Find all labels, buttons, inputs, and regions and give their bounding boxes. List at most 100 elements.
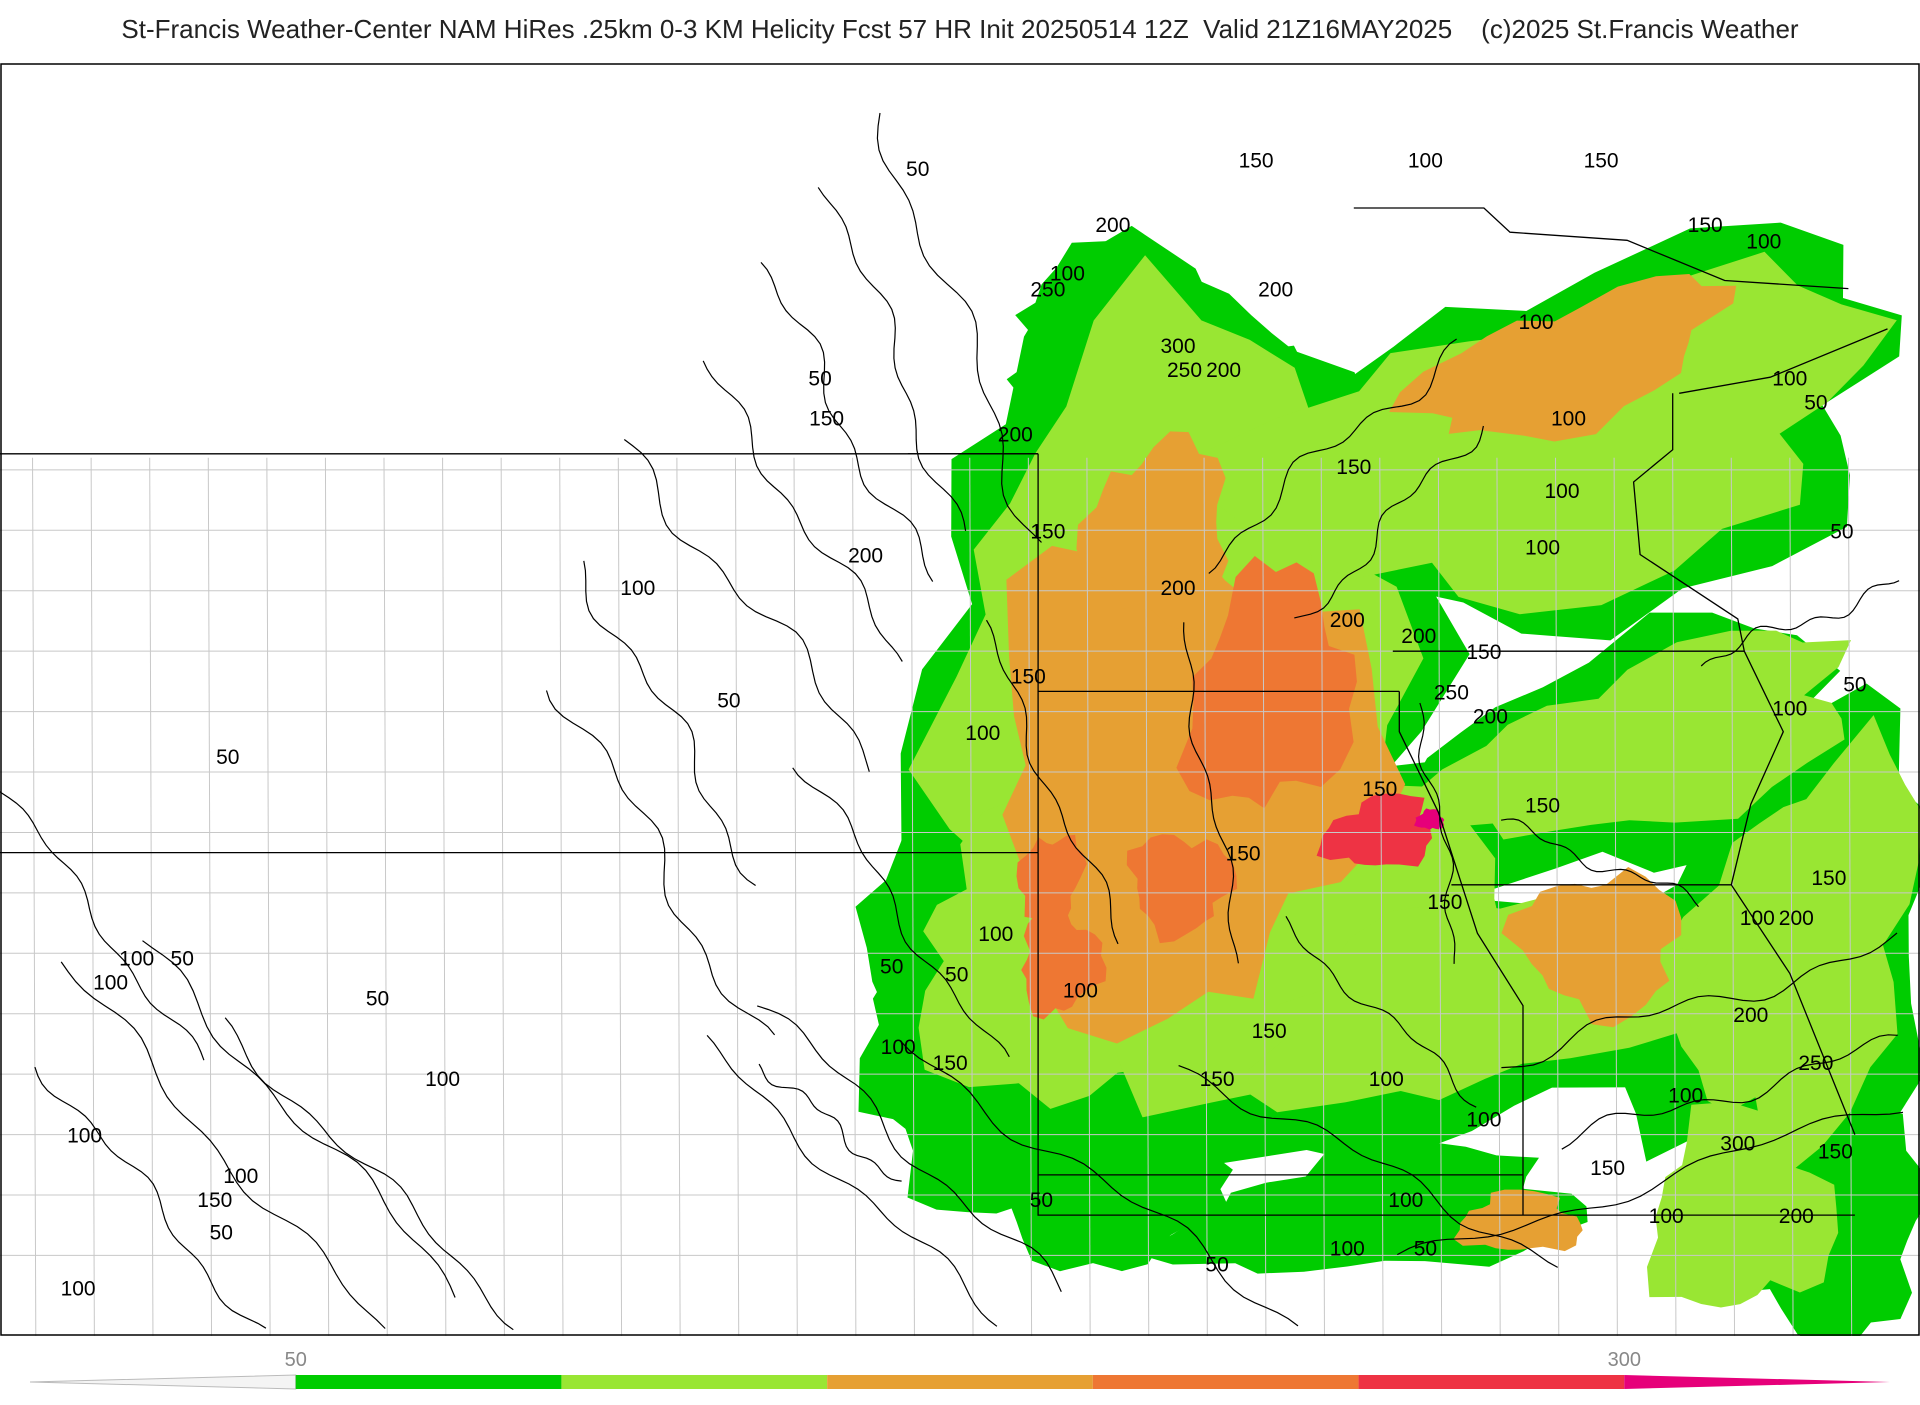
contour-label: 200 <box>1401 625 1436 648</box>
legend-bin <box>1093 1375 1359 1389</box>
contour-label: 200 <box>1733 1004 1768 1027</box>
legend-bin <box>827 1375 1093 1389</box>
contour-label: 150 <box>1362 778 1397 801</box>
contour-label: 150 <box>933 1052 968 1075</box>
contour-label: 150 <box>1818 1141 1853 1164</box>
legend-bin <box>30 1375 296 1389</box>
contour-label: 50 <box>945 964 968 987</box>
contour-label: 100 <box>1388 1189 1423 1212</box>
contour-label: 150 <box>1011 665 1046 688</box>
contour-label: 150 <box>1239 150 1274 173</box>
contour-label: 100 <box>1746 230 1781 253</box>
contour-label: 300 <box>1720 1133 1755 1156</box>
contour-label: 200 <box>1779 1205 1814 1228</box>
legend-tick-label: 300 <box>1608 1349 1641 1371</box>
contour-label: 200 <box>1779 907 1814 930</box>
contour-label: 100 <box>1772 698 1807 721</box>
legend-bin <box>1624 1375 1890 1389</box>
contour-label: 50 <box>880 955 903 978</box>
contour-label: 100 <box>93 972 128 995</box>
contour-label: 50 <box>1030 1189 1053 1212</box>
county-line <box>677 458 680 1336</box>
contour-label: 50 <box>216 746 239 769</box>
county-line <box>91 458 94 1336</box>
contour-label: 100 <box>978 923 1013 946</box>
contour-label: 150 <box>1590 1157 1625 1180</box>
contour-label: 100 <box>1466 1109 1501 1132</box>
contour-line <box>761 262 933 581</box>
contour-label: 200 <box>1160 577 1195 600</box>
contour-label: 100 <box>119 947 154 970</box>
legend-bin <box>1359 1375 1625 1389</box>
county-line <box>267 458 270 1336</box>
contour-label: 100 <box>67 1125 102 1148</box>
contour-line <box>0 787 204 1060</box>
contour-label: 100 <box>223 1165 258 1188</box>
contour-label: 50 <box>717 690 740 713</box>
contour-label: 100 <box>1525 537 1560 560</box>
contour-label: 100 <box>1740 907 1775 930</box>
contour-label: 250 <box>1167 359 1202 382</box>
contour-label: 200 <box>1206 359 1241 382</box>
contour-label: 150 <box>1252 1020 1287 1043</box>
county-line <box>560 458 563 1336</box>
legend-tick-label: 50 <box>285 1349 307 1371</box>
contour-label: 100 <box>1063 980 1098 1003</box>
county-line <box>33 458 36 1336</box>
contour-label: 100 <box>620 577 655 600</box>
contour-line <box>547 691 775 1035</box>
contour-label: 200 <box>1258 279 1293 302</box>
contour-label: 200 <box>1473 706 1508 729</box>
contour-label: 150 <box>1688 214 1723 237</box>
contour-label: 100 <box>1369 1068 1404 1091</box>
contour-label: 100 <box>1330 1237 1365 1260</box>
county-line <box>150 458 153 1336</box>
contour-label: 50 <box>1205 1254 1228 1277</box>
color-scale-bar: 50 300 <box>0 1336 1920 1400</box>
county-line <box>735 458 738 1336</box>
color-scale-legend: 50 300 <box>0 1336 1920 1400</box>
contour-label: 250 <box>1030 279 1065 302</box>
contour-line <box>818 187 965 531</box>
county-line <box>325 458 328 1336</box>
contour-label: 100 <box>965 722 1000 745</box>
contour-label: 150 <box>1200 1068 1235 1091</box>
contour-label: 200 <box>848 545 883 568</box>
contour-label: 150 <box>1466 641 1501 664</box>
contour-label: 150 <box>1226 843 1261 866</box>
county-line <box>443 458 446 1336</box>
contour-label: 100 <box>1772 367 1807 390</box>
county-line <box>853 458 856 1336</box>
contour-label: 50 <box>171 947 194 970</box>
contour-label: 200 <box>998 424 1033 447</box>
contour-label: 150 <box>1525 794 1560 817</box>
contour-line <box>225 1018 513 1330</box>
contour-label: 150 <box>1584 150 1619 173</box>
contour-line <box>143 941 456 1298</box>
contour-line <box>584 561 756 886</box>
contour-label: 100 <box>881 1036 916 1059</box>
contour-label: 100 <box>1544 480 1579 503</box>
contour-label: 150 <box>1427 891 1462 914</box>
contour-label: 150 <box>1811 867 1846 890</box>
contour-label: 50 <box>1414 1237 1437 1260</box>
contour-label: 250 <box>1798 1052 1833 1075</box>
county-line <box>501 458 504 1336</box>
contour-line <box>703 361 902 662</box>
contour-label: 50 <box>1804 391 1827 414</box>
legend-bin <box>561 1375 827 1389</box>
contour-label: 100 <box>1518 311 1553 334</box>
contour-label: 50 <box>210 1221 233 1244</box>
contour-label: 150 <box>1030 520 1065 543</box>
contour-label: 100 <box>1408 150 1443 173</box>
map-title: St-Francis Weather-Center NAM HiRes .25k… <box>0 14 1920 45</box>
contour-label: 100 <box>1649 1205 1684 1228</box>
contour-label: 150 <box>1336 456 1371 479</box>
county-line <box>794 458 797 1336</box>
contour-label: 50 <box>366 988 389 1011</box>
contour-label: 100 <box>1551 408 1586 431</box>
contour-label: 50 <box>808 367 831 390</box>
contour-label: 50 <box>1830 520 1853 543</box>
contour-label: 150 <box>197 1189 232 1212</box>
